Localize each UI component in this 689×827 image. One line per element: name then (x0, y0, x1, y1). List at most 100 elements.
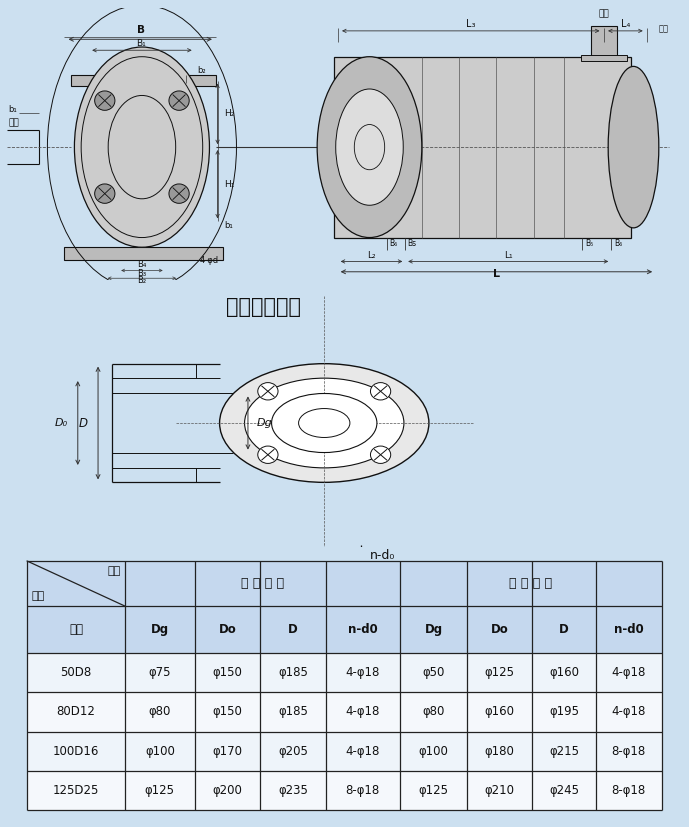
Text: φ185: φ185 (278, 666, 308, 679)
Circle shape (371, 446, 391, 463)
Text: Bs: Bs (407, 239, 417, 248)
Ellipse shape (74, 47, 209, 247)
Text: D: D (559, 623, 569, 636)
Text: n-d0: n-d0 (348, 623, 378, 636)
Text: φ180: φ180 (485, 745, 515, 758)
Text: 4-φ18: 4-φ18 (346, 666, 380, 679)
Bar (27, 561, 662, 606)
Text: L₂: L₂ (367, 251, 376, 260)
Text: φ50: φ50 (422, 666, 445, 679)
Bar (27, 771, 662, 810)
Text: 4-φ18: 4-φ18 (612, 666, 646, 679)
Text: 4-φ18: 4-φ18 (346, 745, 380, 758)
Ellipse shape (245, 378, 404, 468)
Text: 吸 入 法 兰: 吸 入 法 兰 (241, 577, 284, 590)
Ellipse shape (220, 364, 429, 482)
Text: B₁: B₁ (136, 40, 145, 48)
Bar (27, 606, 662, 653)
Text: 出水: 出水 (659, 24, 668, 33)
Text: b₂: b₂ (197, 66, 206, 75)
Text: 出水: 出水 (599, 9, 609, 18)
Text: 8-φ18: 8-φ18 (612, 784, 646, 797)
FancyBboxPatch shape (591, 26, 617, 57)
Text: φ245: φ245 (549, 784, 579, 797)
Text: D: D (79, 417, 88, 429)
Text: 80D12: 80D12 (56, 705, 96, 719)
Text: B: B (136, 25, 145, 35)
Text: φ235: φ235 (278, 784, 308, 797)
Ellipse shape (317, 57, 422, 237)
Bar (27, 653, 662, 692)
Ellipse shape (608, 66, 659, 228)
FancyBboxPatch shape (64, 247, 223, 261)
Ellipse shape (271, 394, 377, 452)
Ellipse shape (298, 409, 350, 437)
Text: B₃: B₃ (137, 269, 147, 278)
Text: φ100: φ100 (419, 745, 449, 758)
Text: 50D8: 50D8 (61, 666, 92, 679)
Text: φ200: φ200 (212, 784, 243, 797)
Text: 100D16: 100D16 (53, 745, 99, 758)
FancyBboxPatch shape (334, 57, 632, 237)
Text: φ150: φ150 (212, 666, 243, 679)
Text: φ195: φ195 (549, 705, 579, 719)
Text: φ125: φ125 (145, 784, 175, 797)
Text: H₁: H₁ (225, 179, 235, 189)
Text: B₅: B₅ (585, 239, 593, 248)
Text: L: L (493, 269, 500, 279)
Bar (27, 692, 662, 732)
Text: 8-φ18: 8-φ18 (346, 784, 380, 797)
Text: n-d0: n-d0 (614, 623, 644, 636)
Text: 4-φd: 4-φd (199, 256, 218, 265)
Text: 进水: 进水 (8, 119, 19, 127)
Circle shape (169, 91, 189, 110)
Circle shape (169, 184, 189, 203)
Text: φ215: φ215 (549, 745, 579, 758)
Text: 吐 出 法 兰: 吐 出 法 兰 (509, 577, 553, 590)
Text: L₃: L₃ (466, 19, 475, 29)
Ellipse shape (336, 89, 403, 205)
Circle shape (94, 91, 115, 110)
Text: 8-φ18: 8-φ18 (612, 745, 646, 758)
Circle shape (94, 184, 115, 203)
Text: B₆: B₆ (614, 239, 622, 248)
Text: b₁: b₁ (225, 221, 233, 230)
Text: b₁: b₁ (8, 104, 17, 113)
Text: φ150: φ150 (212, 705, 243, 719)
Circle shape (258, 383, 278, 400)
Text: φ210: φ210 (485, 784, 515, 797)
Text: 吸入吐出法兰: 吸入吐出法兰 (226, 297, 301, 318)
Text: φ80: φ80 (422, 705, 445, 719)
Text: L₄: L₄ (621, 19, 630, 29)
Text: H₂: H₂ (225, 109, 235, 118)
Text: 125D25: 125D25 (53, 784, 99, 797)
Text: φ100: φ100 (145, 745, 175, 758)
Circle shape (371, 383, 391, 400)
Text: φ185: φ185 (278, 705, 308, 719)
Text: φ75: φ75 (149, 666, 171, 679)
Text: φ125: φ125 (419, 784, 449, 797)
Text: 型号: 型号 (107, 566, 121, 576)
Text: φ160: φ160 (485, 705, 515, 719)
Text: B₂: B₂ (137, 276, 147, 285)
FancyBboxPatch shape (71, 75, 216, 86)
Text: 4-φ18: 4-φ18 (612, 705, 646, 719)
Circle shape (258, 446, 278, 463)
Text: Do: Do (491, 623, 508, 636)
Text: D: D (288, 623, 298, 636)
Text: 尺寸: 尺寸 (31, 591, 45, 601)
Text: Do: Do (218, 623, 236, 636)
Text: φ125: φ125 (485, 666, 515, 679)
Text: B₄: B₄ (137, 261, 147, 270)
Text: D₀: D₀ (54, 418, 68, 428)
Text: Dg: Dg (257, 418, 273, 428)
Text: L₁: L₁ (504, 251, 513, 260)
Text: 尺寸: 尺寸 (69, 623, 83, 636)
Bar (27, 732, 662, 771)
Text: φ170: φ170 (212, 745, 243, 758)
Text: φ80: φ80 (149, 705, 171, 719)
Text: Dg: Dg (151, 623, 169, 636)
Text: 4-φ18: 4-φ18 (346, 705, 380, 719)
Text: n-d₀: n-d₀ (369, 549, 395, 562)
FancyBboxPatch shape (581, 55, 627, 61)
